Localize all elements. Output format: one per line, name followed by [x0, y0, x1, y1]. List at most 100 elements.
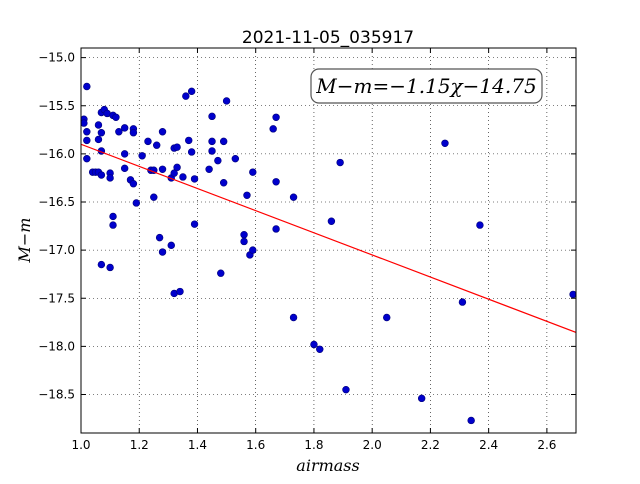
x-tick-label: 2.4	[479, 438, 498, 452]
y-tick-label: −17.0	[38, 243, 75, 257]
fit-equation: M−m=−1.15χ−14.75	[315, 74, 536, 98]
data-point	[476, 221, 484, 229]
data-point	[272, 178, 280, 186]
data-point	[83, 154, 91, 163]
x-tick-label: 2.2	[421, 438, 440, 452]
data-point	[316, 345, 324, 353]
x-tick-label: 1.2	[130, 438, 149, 452]
chart-title: 2021-11-05_035917	[242, 28, 414, 48]
data-point	[205, 165, 213, 173]
data-point	[109, 212, 117, 221]
data-point	[240, 237, 248, 246]
data-point	[173, 163, 181, 172]
data-point	[129, 129, 138, 137]
fit-annotation-box	[310, 68, 543, 104]
data-point	[569, 290, 576, 299]
data-point	[120, 164, 129, 173]
axes-frame	[80, 47, 577, 434]
data-point	[94, 121, 103, 129]
data-point	[190, 175, 199, 183]
data-point	[231, 154, 240, 163]
data-point	[83, 82, 91, 91]
data-point	[417, 394, 426, 403]
data-point	[336, 158, 344, 167]
x-tick-label: 1.8	[304, 438, 323, 452]
data-point	[187, 87, 196, 96]
data-point	[176, 287, 184, 296]
y-tick-label: −15.5	[38, 99, 75, 113]
data-point	[153, 141, 161, 149]
data-point	[97, 129, 106, 137]
data-point	[115, 128, 123, 136]
data-point	[129, 180, 138, 188]
plot-background	[81, 48, 576, 433]
y-tick-label: −18.0	[38, 339, 75, 353]
data-point	[94, 135, 103, 144]
y-tick-label: −18.5	[38, 388, 75, 402]
data-point	[208, 147, 216, 155]
y-tick-label: −17.5	[38, 291, 75, 305]
data-point	[185, 136, 193, 145]
data-point	[310, 340, 318, 349]
data-point	[208, 137, 216, 146]
data-point	[243, 191, 251, 199]
x-tick-label: 1.4	[188, 438, 207, 452]
fit-line	[81, 143, 576, 333]
y-tick-label: −16.0	[38, 147, 75, 161]
data-point	[167, 241, 175, 250]
data-point	[138, 152, 146, 160]
data-point	[467, 416, 475, 425]
data-point	[217, 269, 225, 277]
x-axis-label: airmass	[296, 456, 359, 475]
plot-area: 1.0 1.2 1.4 1.6 1.8 2.0 2.2 2.4 2.6 −15.0 −15.5 −16…	[38, 47, 577, 452]
data-point	[81, 119, 88, 127]
data-point	[106, 174, 114, 182]
data-point	[173, 143, 181, 151]
data-point	[214, 156, 222, 165]
data-point	[120, 124, 129, 132]
data-point	[106, 263, 114, 272]
data-point	[269, 125, 277, 133]
data-point	[187, 148, 196, 156]
y-tick-label: −15.0	[38, 51, 75, 65]
data-point	[132, 199, 141, 207]
data-point	[112, 113, 120, 122]
data-point	[182, 92, 190, 100]
data-point	[144, 137, 152, 146]
data-point	[120, 150, 129, 158]
x-tick-label: 2.6	[537, 438, 556, 452]
data-point	[289, 313, 298, 322]
data-point	[83, 136, 91, 145]
y-tick-label: −16.5	[38, 195, 75, 209]
data-point	[458, 298, 467, 306]
data-point	[179, 173, 187, 181]
x-tick-label: 2.0	[363, 438, 382, 452]
data-point	[190, 220, 199, 228]
data-point	[158, 248, 167, 256]
data-point	[383, 313, 391, 322]
data-point	[441, 139, 449, 147]
data-points	[81, 82, 576, 425]
data-point	[342, 385, 350, 394]
data-point	[249, 168, 257, 176]
x-tick-label: 1.0	[71, 438, 90, 452]
data-point	[109, 221, 117, 229]
data-point	[97, 171, 106, 179]
data-point	[327, 217, 336, 225]
data-point	[97, 260, 106, 269]
data-point	[249, 246, 257, 254]
data-point	[219, 137, 228, 146]
data-point	[289, 193, 298, 201]
data-point	[170, 169, 178, 177]
x-tick-label: 1.6	[246, 438, 265, 452]
y-axis-label: M−m	[15, 218, 34, 264]
data-point	[208, 112, 216, 121]
data-point	[83, 128, 91, 136]
data-point	[240, 231, 248, 239]
data-point	[272, 113, 280, 122]
fit-annotation: M−m=−1.15χ−14.75	[310, 68, 543, 104]
data-point	[219, 179, 228, 187]
data-point	[150, 193, 158, 201]
